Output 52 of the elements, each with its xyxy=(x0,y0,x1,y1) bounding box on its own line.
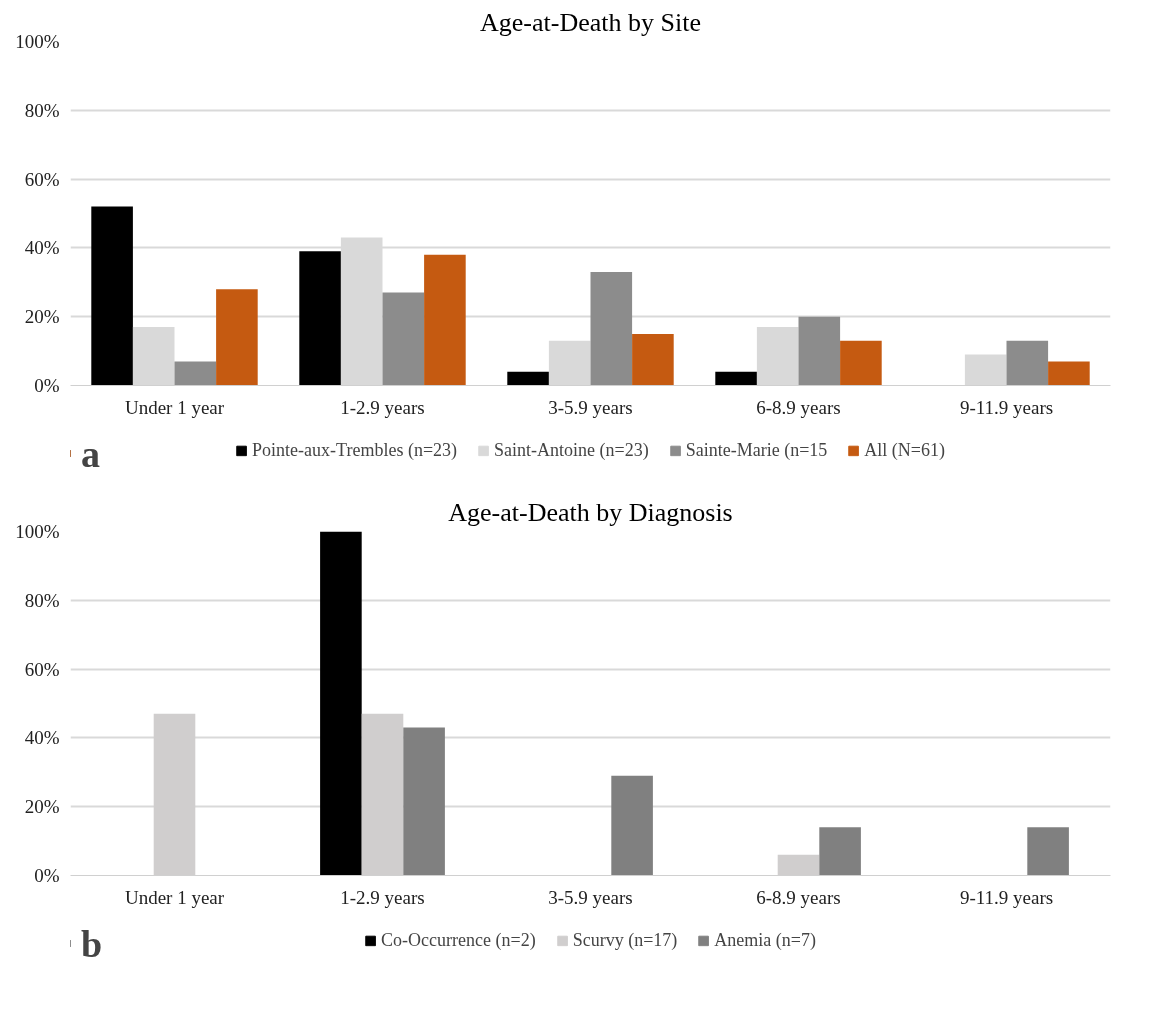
y-tick-label: 0% xyxy=(34,865,60,886)
x-tick-label: 6-8.9 years xyxy=(756,886,841,908)
chart-title: Age-at-Death by Site xyxy=(480,7,701,37)
y-tick-label: 0% xyxy=(34,375,60,396)
y-tick-label: 40% xyxy=(24,237,60,259)
bar xyxy=(91,206,133,386)
x-tick-label: 6-8.9 years xyxy=(756,396,841,418)
y-tick-label: 80% xyxy=(24,589,60,611)
bar xyxy=(320,531,362,876)
legend-label: Saint-Antoine (n=23) xyxy=(494,439,649,461)
bar xyxy=(507,371,549,386)
bar xyxy=(1006,340,1049,386)
bar xyxy=(382,292,425,386)
y-tick-label: 60% xyxy=(24,658,60,680)
x-tick-label: 3-5.9 years xyxy=(548,886,633,908)
x-tick-label: Under 1 year xyxy=(124,396,225,418)
x-tick-label: 9-11.9 years xyxy=(959,886,1054,908)
y-tick-label: 80% xyxy=(24,99,60,121)
y-tick-label: 40% xyxy=(24,727,60,749)
legend-label: Pointe-aux-Trembles (n=23) xyxy=(252,439,458,461)
legend-label: Sainte-Marie (n=15 xyxy=(685,439,828,461)
bar xyxy=(403,727,445,876)
bar xyxy=(424,254,466,386)
x-tick-label: 9-11.9 years xyxy=(959,396,1054,418)
y-tick-label: 60% xyxy=(24,168,60,190)
x-tick-label: 3-5.9 years xyxy=(548,396,633,418)
bar xyxy=(590,271,633,386)
bar xyxy=(632,333,674,386)
y-tick-label: 20% xyxy=(24,796,60,818)
bar xyxy=(798,316,841,386)
y-tick-label: 100% xyxy=(15,521,60,542)
bar xyxy=(611,775,653,876)
y-tick-label: 20% xyxy=(24,306,60,328)
bar xyxy=(174,361,217,386)
text: a xyxy=(80,432,100,475)
y-tick-label: 100% xyxy=(15,31,60,52)
bar xyxy=(840,340,882,386)
chart-title: Age-at-Death by Diagnosis xyxy=(448,497,733,527)
bar xyxy=(1048,361,1090,386)
legend-label: Anemia (n=7) xyxy=(714,929,816,951)
text: b xyxy=(80,922,103,965)
bar xyxy=(1027,827,1069,876)
x-tick-label: 1-2.9 years xyxy=(340,396,425,418)
legend-label: All (N=61) xyxy=(864,439,945,461)
x-tick-label: 1-2.9 years xyxy=(340,886,425,908)
legend-label: Scurvy (n=17) xyxy=(572,929,678,951)
bar xyxy=(216,289,258,386)
bar xyxy=(299,251,341,386)
x-tick-label: Under 1 year xyxy=(124,886,225,908)
legend-label: Co-Occurrence (n=2) xyxy=(381,929,536,951)
bar xyxy=(819,827,861,876)
bar xyxy=(715,371,757,386)
